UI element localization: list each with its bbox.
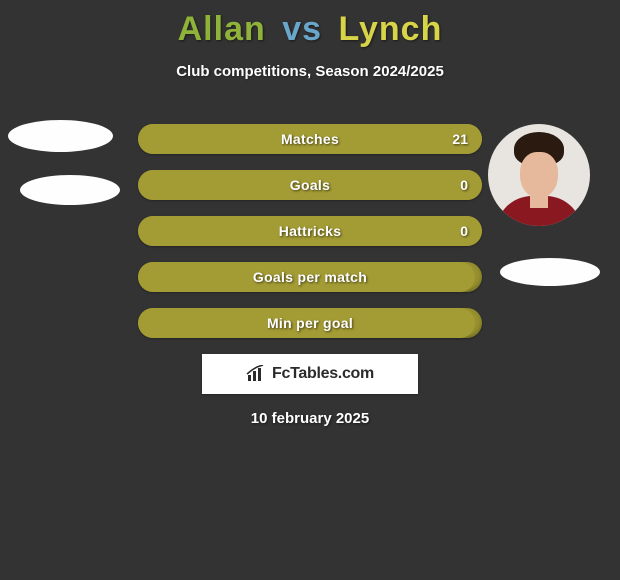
subtitle: Club competitions, Season 2024/2025 xyxy=(0,63,620,80)
stat-value: 0 xyxy=(460,216,468,246)
brand-badge: FcTables.com xyxy=(202,354,418,394)
stat-label: Goals xyxy=(138,170,482,200)
player2-name: Lynch xyxy=(338,10,442,48)
comparison-title: Allan vs Lynch xyxy=(0,0,620,49)
stat-value: 21 xyxy=(452,124,468,154)
bar-chart-icon xyxy=(246,365,268,383)
brand-text: FcTables.com xyxy=(272,365,374,383)
stat-label: Min per goal xyxy=(138,308,482,338)
vs-label: vs xyxy=(282,10,322,48)
stat-label: Hattricks xyxy=(138,216,482,246)
stat-bar-gpm: Goals per match xyxy=(138,262,482,292)
placeholder-ellipse xyxy=(8,120,113,152)
player2-avatar xyxy=(488,124,590,226)
avatar-face xyxy=(520,152,558,198)
stat-label: Matches xyxy=(138,124,482,154)
stat-bar-mpg: Min per goal xyxy=(138,308,482,338)
stat-bar-matches: Matches 21 xyxy=(138,124,482,154)
footer-date: 10 february 2025 xyxy=(0,410,620,427)
player1-name: Allan xyxy=(178,10,266,48)
stat-bar-hattricks: Hattricks 0 xyxy=(138,216,482,246)
stat-value: 0 xyxy=(460,170,468,200)
stat-bar-goals: Goals 0 xyxy=(138,170,482,200)
stat-bars: Matches 21 Goals 0 Hattricks 0 Goals per… xyxy=(138,124,482,354)
stat-label: Goals per match xyxy=(138,262,482,292)
placeholder-ellipse xyxy=(500,258,600,286)
placeholder-ellipse xyxy=(20,175,120,205)
